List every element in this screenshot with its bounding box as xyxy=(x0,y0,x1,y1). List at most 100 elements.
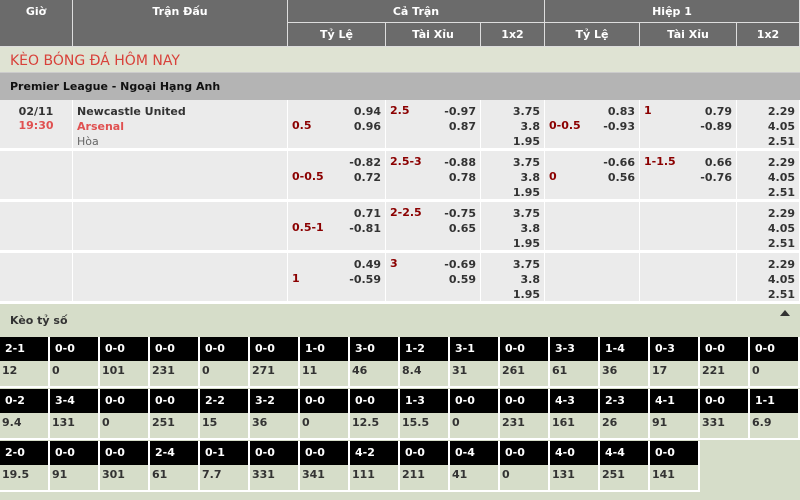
score-cell[interactable]: 0-0 0 xyxy=(100,389,150,440)
score-cell[interactable]: 0-0 211 xyxy=(400,441,450,492)
score-cell[interactable]: 3-1 31 xyxy=(450,337,500,388)
score-cell[interactable]: 0-1 7.7 xyxy=(200,441,250,492)
odds-value[interactable]: 0.65 xyxy=(448,222,476,235)
collapse-caret-icon[interactable] xyxy=(780,310,790,316)
home-team[interactable]: Newcastle United xyxy=(77,105,186,118)
score-cell[interactable]: 0-0 271 xyxy=(250,337,300,388)
odds-value[interactable]: -0.76 xyxy=(700,171,732,184)
odds-value[interactable] xyxy=(640,206,736,221)
score-cell[interactable]: 4-2 111 xyxy=(350,441,400,492)
score-cell[interactable]: 1-0 11 xyxy=(300,337,350,388)
odds-value[interactable]: 0.71 xyxy=(353,207,381,220)
score-cell[interactable]: 2-3 26 xyxy=(600,389,650,440)
score-cell[interactable]: 3-0 46 xyxy=(350,337,400,388)
score-cell[interactable]: 0-0 301 xyxy=(100,441,150,492)
odds-1x2[interactable]: 2.29 xyxy=(767,258,795,271)
odds-1x2[interactable]: 4.05 xyxy=(767,120,795,133)
score-cell[interactable]: 0-0 231 xyxy=(150,337,200,388)
odds-1x2[interactable]: 2.51 xyxy=(767,237,795,250)
odds-1x2[interactable]: 1.95 xyxy=(512,237,540,250)
odds-1x2[interactable]: 2.29 xyxy=(767,207,795,220)
odds-value[interactable]: 0.83 xyxy=(607,105,635,118)
odds-1x2[interactable]: 3.75 xyxy=(512,258,540,271)
score-cell[interactable]: 2-4 61 xyxy=(150,441,200,492)
odds-1x2[interactable]: 4.05 xyxy=(767,273,795,286)
odds-1x2[interactable]: 3.75 xyxy=(512,105,540,118)
handicap-line[interactable]: 1 xyxy=(644,104,652,117)
score-cell[interactable]: 4-3 161 xyxy=(550,389,600,440)
odds-value[interactable]: -0.75 xyxy=(444,207,476,220)
odds-1x2[interactable]: 3.75 xyxy=(512,156,540,169)
odds-1x2[interactable]: 3.8 xyxy=(520,120,541,133)
handicap-line[interactable]: 2-2.5 xyxy=(390,206,422,219)
handicap-line[interactable]: 0-0.5 xyxy=(292,170,324,183)
odds-1x2[interactable]: 2.51 xyxy=(767,186,795,199)
handicap-line[interactable]: 2.5 xyxy=(390,104,410,117)
odds-value[interactable]: -0.66 xyxy=(603,156,635,169)
handicap-line[interactable]: 0-0.5 xyxy=(549,119,581,132)
score-cell[interactable]: 0-0 331 xyxy=(700,389,750,440)
score-cell[interactable]: 0-3 17 xyxy=(650,337,700,388)
odds-1x2[interactable]: 1.95 xyxy=(512,186,540,199)
score-cell[interactable]: 0-0 0 xyxy=(500,441,550,492)
score-cell[interactable]: 4-4 251 xyxy=(600,441,650,492)
odds-1x2[interactable]: 3.8 xyxy=(520,273,541,286)
odds-value[interactable]: -0.97 xyxy=(444,105,476,118)
odds-value[interactable] xyxy=(545,206,639,221)
odds-1x2[interactable]: 1.95 xyxy=(512,135,540,148)
odds-value[interactable]: -0.93 xyxy=(603,120,635,133)
score-cell[interactable]: 0-0 331 xyxy=(250,441,300,492)
odds-value[interactable]: 0.94 xyxy=(353,105,381,118)
odds-value[interactable]: 0.79 xyxy=(704,105,732,118)
odds-1x2[interactable]: 3.8 xyxy=(520,222,541,235)
odds-value[interactable] xyxy=(640,221,736,236)
score-cell[interactable]: 0-0 251 xyxy=(150,389,200,440)
score-cell[interactable]: 0-0 91 xyxy=(50,441,100,492)
odds-value[interactable]: 0.78 xyxy=(448,171,476,184)
odds-value[interactable] xyxy=(545,221,639,236)
score-cell[interactable]: 1-1 6.9 xyxy=(750,389,800,440)
odds-1x2[interactable]: 2.29 xyxy=(767,105,795,118)
score-cell[interactable]: 4-1 91 xyxy=(650,389,700,440)
odds-value[interactable]: -0.59 xyxy=(349,273,381,286)
odds-value[interactable]: 0.49 xyxy=(353,258,381,271)
score-cell[interactable]: 0-0 0 xyxy=(450,389,500,440)
odds-value[interactable]: -0.69 xyxy=(444,258,476,271)
score-cell[interactable]: 1-2 8.4 xyxy=(400,337,450,388)
score-cell[interactable]: 0-0 221 xyxy=(700,337,750,388)
score-cell[interactable]: 0-0 12.5 xyxy=(350,389,400,440)
score-cell[interactable]: 0-0 101 xyxy=(100,337,150,388)
odds-value[interactable]: 0.96 xyxy=(353,120,381,133)
score-cell[interactable]: 1-4 36 xyxy=(600,337,650,388)
score-cell[interactable]: 2-0 19.5 xyxy=(0,441,50,492)
handicap-line[interactable]: 1-1.5 xyxy=(644,155,676,168)
score-cell[interactable]: 1-3 15.5 xyxy=(400,389,450,440)
score-cell[interactable]: 0-0 0 xyxy=(50,337,100,388)
away-team[interactable]: Arsenal xyxy=(77,120,124,133)
odds-1x2[interactable]: 2.29 xyxy=(767,156,795,169)
odds-1x2[interactable]: 1.95 xyxy=(512,288,540,301)
score-cell[interactable]: 0-0 261 xyxy=(500,337,550,388)
score-cell[interactable]: 0-0 0 xyxy=(750,337,800,388)
odds-value[interactable]: 0.72 xyxy=(353,171,381,184)
odds-value[interactable] xyxy=(545,272,639,287)
score-cell[interactable]: 2-2 15 xyxy=(200,389,250,440)
odds-value[interactable]: 0.87 xyxy=(448,120,476,133)
odds-value[interactable]: -0.88 xyxy=(444,156,476,169)
score-cell[interactable]: 0-4 41 xyxy=(450,441,500,492)
score-cell[interactable]: 0-0 0 xyxy=(300,389,350,440)
odds-value[interactable]: -0.82 xyxy=(349,156,381,169)
score-cell[interactable]: 4-0 131 xyxy=(550,441,600,492)
score-cell[interactable]: 3-3 61 xyxy=(550,337,600,388)
odds-value[interactable]: 0.59 xyxy=(448,273,476,286)
odds-1x2[interactable]: 2.51 xyxy=(767,135,795,148)
handicap-line[interactable]: 0.5-1 xyxy=(292,221,324,234)
odds-value[interactable] xyxy=(545,257,639,272)
score-cell[interactable]: 0-0 0 xyxy=(200,337,250,388)
odds-1x2[interactable]: 4.05 xyxy=(767,222,795,235)
odds-1x2[interactable]: 3.75 xyxy=(512,207,540,220)
handicap-line[interactable]: 0 xyxy=(549,170,557,183)
score-cell[interactable]: 0-2 9.4 xyxy=(0,389,50,440)
handicap-line[interactable]: 0.5 xyxy=(292,119,312,132)
odds-value[interactable]: -0.89 xyxy=(700,120,732,133)
